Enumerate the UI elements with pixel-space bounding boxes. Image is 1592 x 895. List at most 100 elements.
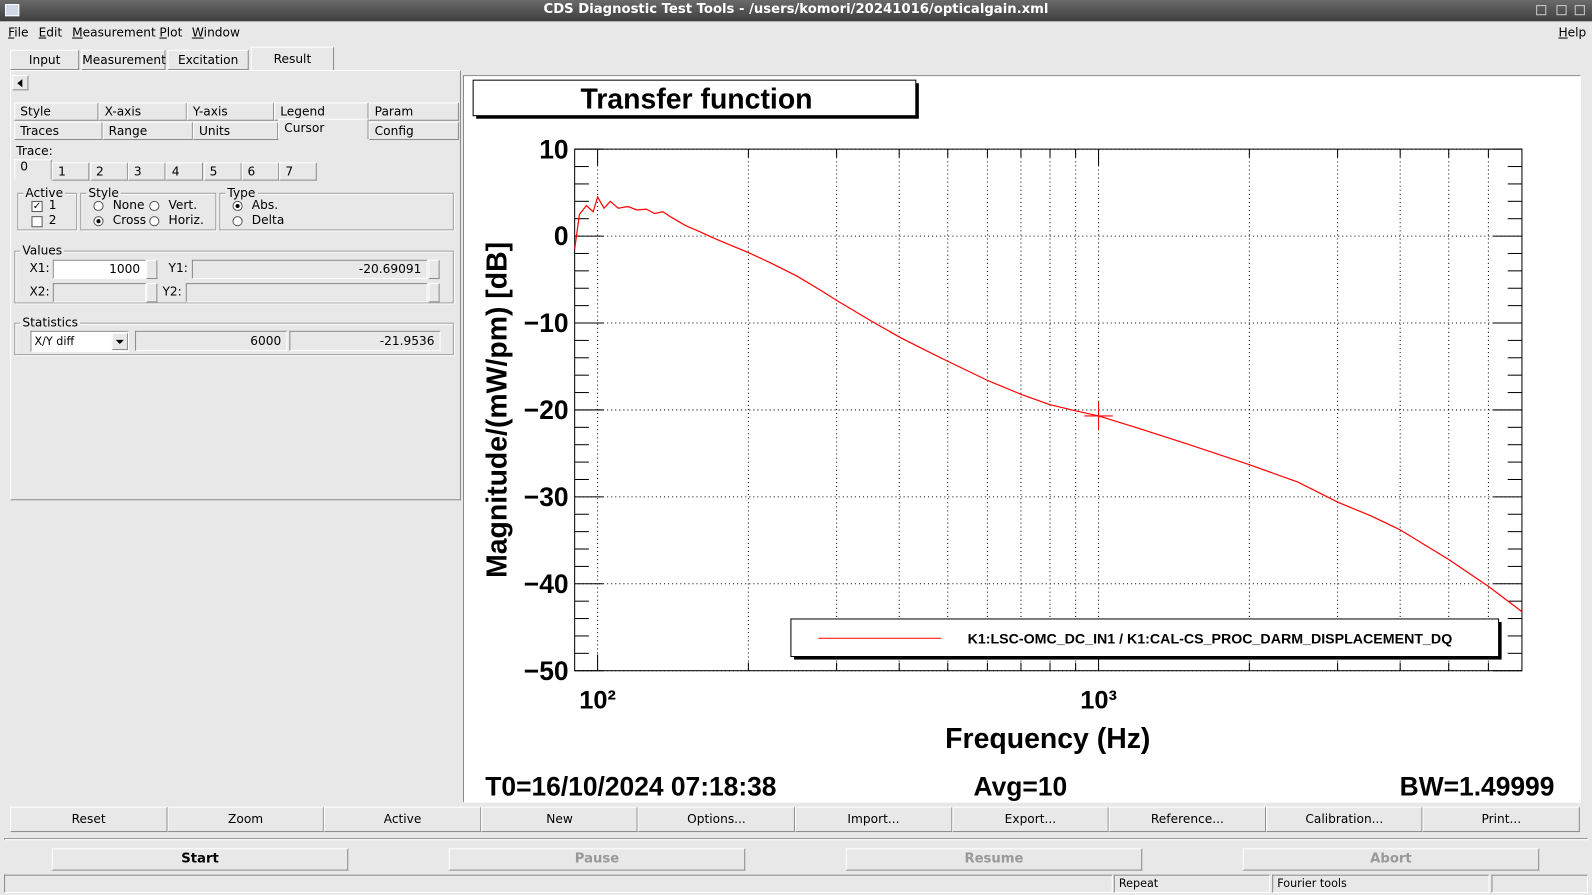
option-tab[interactable]: Cursor (278, 118, 369, 140)
spinner[interactable] (146, 259, 158, 280)
status-cell: Repeat (1113, 874, 1271, 893)
x-tick-label: 10³ (1080, 686, 1117, 714)
menu-item[interactable]: Help (1558, 25, 1587, 40)
combo-arrow (115, 339, 124, 344)
button[interactable]: Resume (845, 848, 1143, 871)
y-axis-title: Magnitude/(mW/pm) [dB] (482, 242, 514, 578)
chart-title: Transfer function (580, 84, 812, 116)
title-box (472, 79, 917, 117)
group-title: Statistics (20, 316, 81, 329)
radio-label: Abs. (251, 197, 279, 213)
button[interactable]: Active (324, 806, 482, 833)
option-tab[interactable]: Style (14, 102, 99, 121)
radio-button[interactable] (149, 200, 160, 212)
checkbox[interactable] (31, 216, 43, 228)
plot: Transfer function 10² 10³ −50 −40 −30 −20 −10 0 1… (472, 79, 1554, 802)
status-bar (4, 874, 1113, 893)
x2-field (52, 283, 147, 303)
trace-tab[interactable]: 3 (127, 162, 166, 181)
tab[interactable]: Input (10, 49, 80, 71)
radio-dot (96, 219, 101, 224)
spinner (428, 283, 440, 303)
field-label: X1: (29, 260, 50, 275)
group-title: Type (225, 186, 258, 199)
button[interactable]: Print... (1422, 806, 1580, 833)
option-tab[interactable]: Traces (14, 121, 103, 141)
dx-field: 6000 (135, 330, 288, 352)
radio-button[interactable] (93, 200, 104, 212)
y-tick-label: −50 (524, 656, 569, 686)
option-tab[interactable]: Units (192, 121, 279, 141)
button[interactable]: Zoom (167, 806, 325, 833)
button[interactable]: Options... (638, 806, 795, 833)
status-cell (1491, 874, 1588, 893)
tab[interactable]: Excitation (167, 49, 249, 71)
option-tab[interactable]: Param (368, 102, 459, 121)
menu-item[interactable]: Plot (159, 25, 183, 40)
app-icon (5, 4, 20, 17)
menu-item[interactable]: Edit (38, 25, 63, 40)
checkbox-label: 2 (48, 213, 57, 228)
trace-tab[interactable]: 1 (52, 162, 90, 181)
y-tick-label: 10 (539, 134, 568, 164)
values-group (14, 250, 454, 304)
button[interactable]: New (481, 806, 639, 833)
footer-avg: Avg=10 (974, 772, 1068, 802)
close-button[interactable] (1574, 5, 1585, 16)
button[interactable]: Reference... (1108, 806, 1266, 833)
option-tab[interactable]: X-axis (98, 102, 187, 121)
button[interactable]: Pause (448, 848, 746, 871)
option-tab[interactable]: Config (368, 121, 459, 141)
trace-tab[interactable]: 0 (14, 159, 52, 180)
button[interactable]: Reset (10, 806, 168, 833)
tab[interactable]: Result (250, 46, 335, 72)
y-tick-label: −10 (524, 308, 569, 338)
x1-input[interactable]: 1000 (52, 259, 147, 280)
tab[interactable]: Measurement (81, 49, 166, 71)
maximize-button[interactable] (1556, 5, 1567, 16)
trace-tab[interactable]: 4 (165, 162, 204, 181)
trace-tab[interactable]: 2 (89, 162, 128, 181)
menu-item[interactable]: Window (191, 25, 240, 40)
option-tab[interactable]: Y-axis (186, 102, 275, 121)
radio-label: Cross (112, 213, 147, 228)
trace-tab[interactable]: 7 (279, 162, 317, 181)
statistics-group (14, 322, 454, 356)
separator (4, 838, 1588, 841)
radio-button[interactable] (232, 216, 243, 227)
radio-label: Delta (251, 213, 285, 228)
option-tab[interactable]: Range (102, 121, 193, 141)
field-label: Y1: (168, 260, 188, 275)
data-line (574, 195, 1523, 613)
menu-item[interactable]: Measurement (72, 25, 156, 40)
trace-tab[interactable]: 5 (203, 162, 242, 181)
minimize-button[interactable] (1536, 5, 1547, 16)
option-tab[interactable]: Legend (274, 102, 369, 121)
button[interactable]: Import... (794, 806, 952, 833)
mode-combo[interactable]: X/Y diff (30, 330, 129, 353)
plot-frame (574, 148, 1523, 672)
arrow-icon (17, 79, 23, 88)
field-label: Y2: (162, 284, 182, 299)
radio-dot (235, 203, 240, 209)
checkbox[interactable]: ✓ (31, 200, 43, 213)
menu-item[interactable]: File (8, 25, 29, 40)
button[interactable]: Start (51, 848, 349, 871)
radio-label: Vert. (168, 197, 198, 213)
button[interactable]: Export... (951, 806, 1109, 833)
trace-tab[interactable]: 6 (241, 162, 280, 181)
style-group (80, 192, 217, 231)
y1-field: -20.69091 (191, 259, 428, 280)
spinner (146, 283, 158, 303)
group-title: Style (86, 186, 121, 199)
window-title: CDS Diagnostic Test Tools - /users/komor… (543, 2, 1049, 18)
radio-button[interactable] (149, 216, 160, 227)
radio-label: None (112, 197, 145, 213)
button[interactable]: Abort (1242, 848, 1540, 871)
dy-field: -21.9536 (289, 330, 441, 352)
legend-label: K1:LSC-OMC_DC_IN1 / K1:CAL-CS_PROC_DARM_… (968, 631, 1453, 647)
y2-field (185, 283, 428, 303)
type-group (219, 192, 454, 231)
button[interactable]: Calibration... (1265, 806, 1423, 833)
